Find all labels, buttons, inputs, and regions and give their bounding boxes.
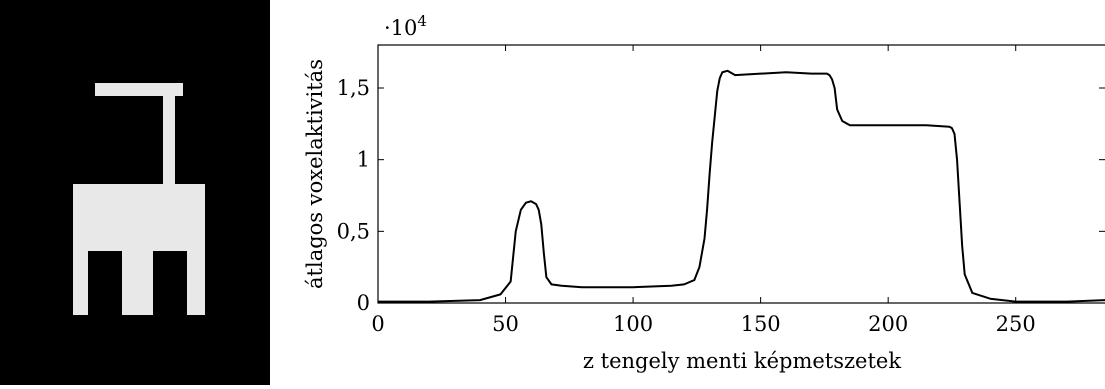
multiplier-base: ·10 — [384, 16, 417, 40]
x-axis-label: z tengely menti képmetszetek — [583, 349, 901, 373]
y-tick-label: 1 — [357, 148, 370, 172]
y-tick-label: 0 — [357, 291, 370, 315]
page: {"chart_data": {"type": "line", "xlabel"… — [0, 0, 1105, 389]
figure: z tengely menti képmetszetek átlagos vox… — [0, 0, 1105, 385]
x-tick-label: 200 — [868, 312, 908, 336]
x-tick-label: 150 — [741, 312, 781, 336]
y-multiplier: ·104 — [384, 12, 427, 40]
y-axis-label: átlagos voxelaktivitás — [303, 59, 327, 289]
x-tick-label: 250 — [996, 312, 1036, 336]
data-line — [378, 71, 1105, 302]
plot-frame — [378, 45, 1105, 303]
x-tick-label: 100 — [613, 312, 653, 336]
y-tick-label: 0,5 — [337, 219, 370, 243]
x-tick-label: 0 — [371, 312, 384, 336]
multiplier-exponent: 4 — [417, 12, 427, 30]
y-tick-label: 1,5 — [337, 76, 370, 100]
x-tick-label: 50 — [492, 312, 519, 336]
